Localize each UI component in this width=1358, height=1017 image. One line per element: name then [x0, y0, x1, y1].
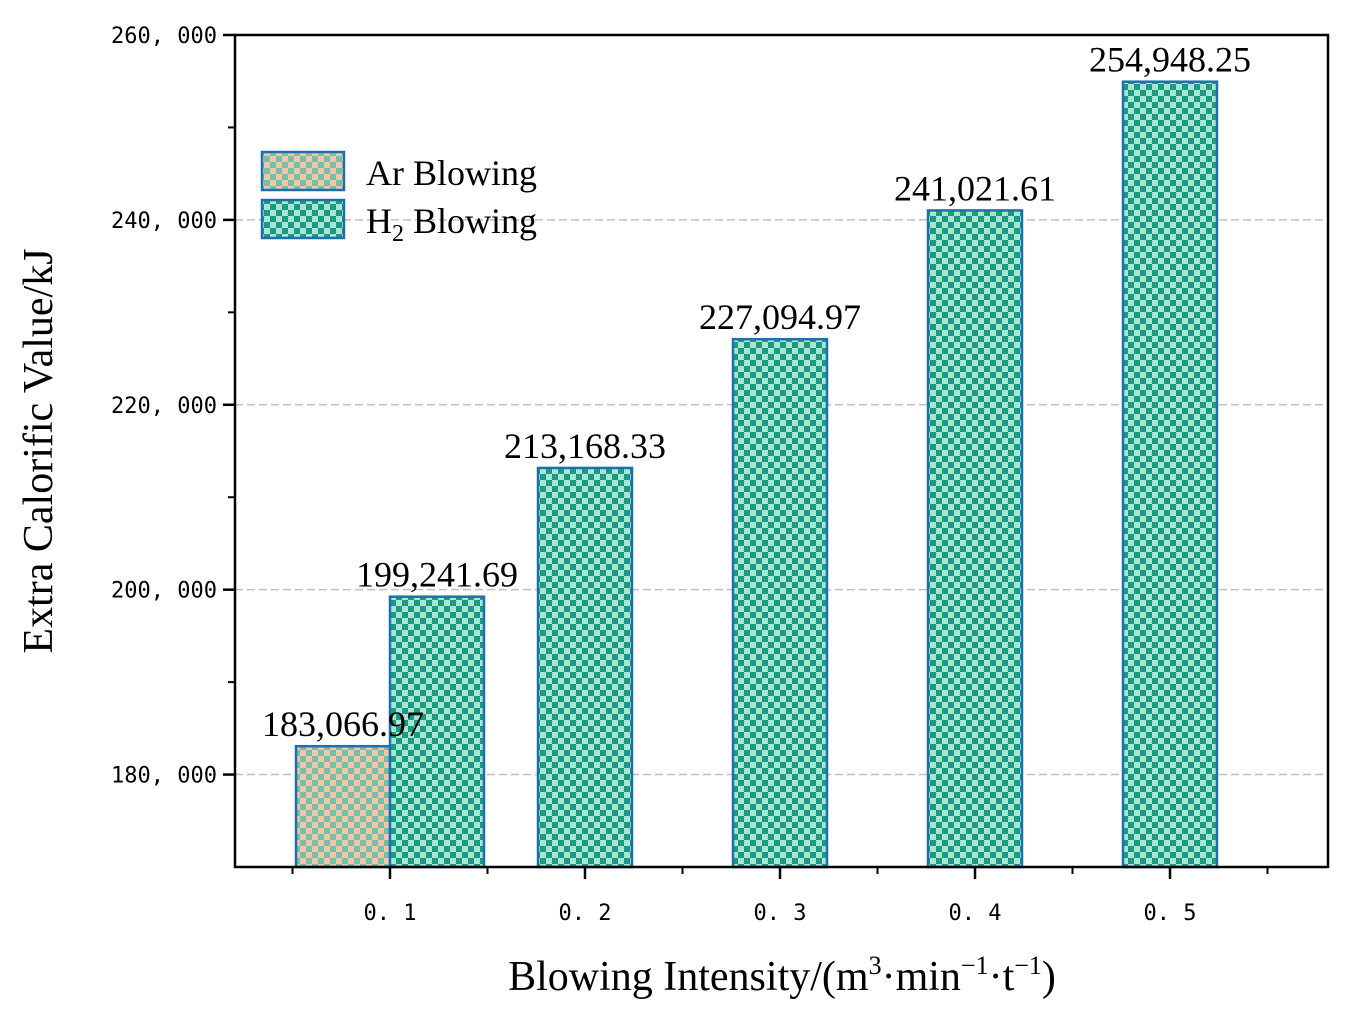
- bar-h2: [536, 466, 634, 869]
- y-axis-ticks: 180, 000 200, 000 220, 000 240, 000 260, 000: [111, 24, 235, 789]
- legend-label-ar: Ar Blowing: [366, 153, 537, 193]
- bar-h2: [731, 337, 829, 869]
- legend-swatch-h2: [260, 198, 346, 240]
- bars: [294, 80, 1219, 869]
- y-tick-label: 260, 000: [111, 24, 217, 49]
- legend-label-h2: H2 Blowing: [366, 201, 537, 247]
- y-tick-label: 240, 000: [111, 209, 217, 234]
- bar-ar-label: 183,066.97: [262, 704, 424, 744]
- x-tick-label: 0. 1: [364, 901, 417, 926]
- x-tick-label: 0. 3: [754, 901, 807, 926]
- x-tick-label: 0. 4: [949, 901, 1002, 926]
- x-axis-ticks: 0. 1 0. 2 0. 3 0. 4 0. 5: [291, 867, 1269, 926]
- bar-h2: [388, 595, 486, 869]
- bar-h2: [926, 209, 1024, 869]
- plot-frame: [233, 33, 1330, 869]
- legend: Ar Blowing H2 Blowing: [260, 150, 537, 247]
- x-tick-label: 0. 5: [1144, 901, 1197, 926]
- y-tick-label: 220, 000: [111, 394, 217, 419]
- bar-h2-label: 199,241.69: [356, 555, 518, 595]
- bar-h2: [1121, 80, 1219, 869]
- bar-h2-label: 227,094.97: [699, 297, 861, 337]
- y-axis-title: Extra Calorific Value/kJ: [16, 248, 62, 653]
- data-labels: 183,066.97 199,241.69 213,168.33 227,094.97…: [262, 40, 1251, 745]
- y-tick-label: 200, 000: [111, 579, 217, 604]
- y-tick-label: 180, 000: [111, 764, 217, 789]
- bar-h2-label: 213,168.33: [504, 426, 666, 466]
- bar-h2-label: 241,021.61: [894, 168, 1056, 208]
- x-tick-label: 0. 2: [559, 901, 612, 926]
- x-axis-title: Blowing Intensity/(m3·min−1·t−1): [508, 951, 1056, 1000]
- bar-ar: [294, 744, 392, 869]
- legend-swatch-ar: [260, 150, 346, 192]
- bar-h2-label: 254,948.25: [1089, 40, 1251, 80]
